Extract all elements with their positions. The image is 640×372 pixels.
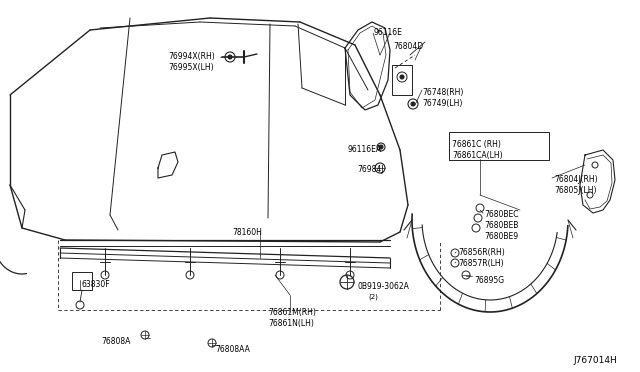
Circle shape bbox=[228, 55, 232, 59]
Text: 7680BEC: 7680BEC bbox=[484, 210, 518, 219]
Text: 76749(LH): 76749(LH) bbox=[422, 99, 462, 108]
Circle shape bbox=[379, 145, 383, 149]
Text: 76808A: 76808A bbox=[101, 337, 131, 346]
Text: 76808AA: 76808AA bbox=[215, 345, 250, 354]
Text: (2): (2) bbox=[368, 293, 378, 299]
Text: 76861N(LH): 76861N(LH) bbox=[268, 319, 314, 328]
Text: 76857R(LH): 76857R(LH) bbox=[458, 259, 504, 268]
Text: 0B919-3062A: 0B919-3062A bbox=[358, 282, 410, 291]
Circle shape bbox=[400, 75, 404, 79]
Text: 76861C (RH): 76861C (RH) bbox=[452, 140, 501, 149]
Text: 78160H: 78160H bbox=[232, 228, 262, 237]
Bar bbox=[72, 272, 92, 290]
Text: 76861CA(LH): 76861CA(LH) bbox=[452, 151, 502, 160]
Text: 96116E: 96116E bbox=[373, 28, 402, 37]
Circle shape bbox=[411, 102, 415, 106]
Text: 63830F: 63830F bbox=[82, 280, 111, 289]
Text: 7680BEB: 7680BEB bbox=[484, 221, 518, 230]
Text: 76804D: 76804D bbox=[393, 42, 423, 51]
Bar bbox=[392, 65, 412, 95]
Text: J767014H: J767014H bbox=[573, 356, 617, 365]
Text: 76748(RH): 76748(RH) bbox=[422, 88, 463, 97]
Text: 76861M(RH): 76861M(RH) bbox=[268, 308, 316, 317]
Text: 76994X(RH): 76994X(RH) bbox=[168, 52, 215, 61]
Text: 7680BE9: 7680BE9 bbox=[484, 232, 518, 241]
Text: 76895G: 76895G bbox=[474, 276, 504, 285]
Text: 76805J(LH): 76805J(LH) bbox=[554, 186, 596, 195]
Text: 76856R(RH): 76856R(RH) bbox=[458, 248, 505, 257]
Text: 96116EA: 96116EA bbox=[348, 145, 382, 154]
Text: 76995X(LH): 76995X(LH) bbox=[168, 63, 214, 72]
Text: 76984J: 76984J bbox=[357, 165, 383, 174]
Text: 76804J(RH): 76804J(RH) bbox=[554, 175, 598, 184]
